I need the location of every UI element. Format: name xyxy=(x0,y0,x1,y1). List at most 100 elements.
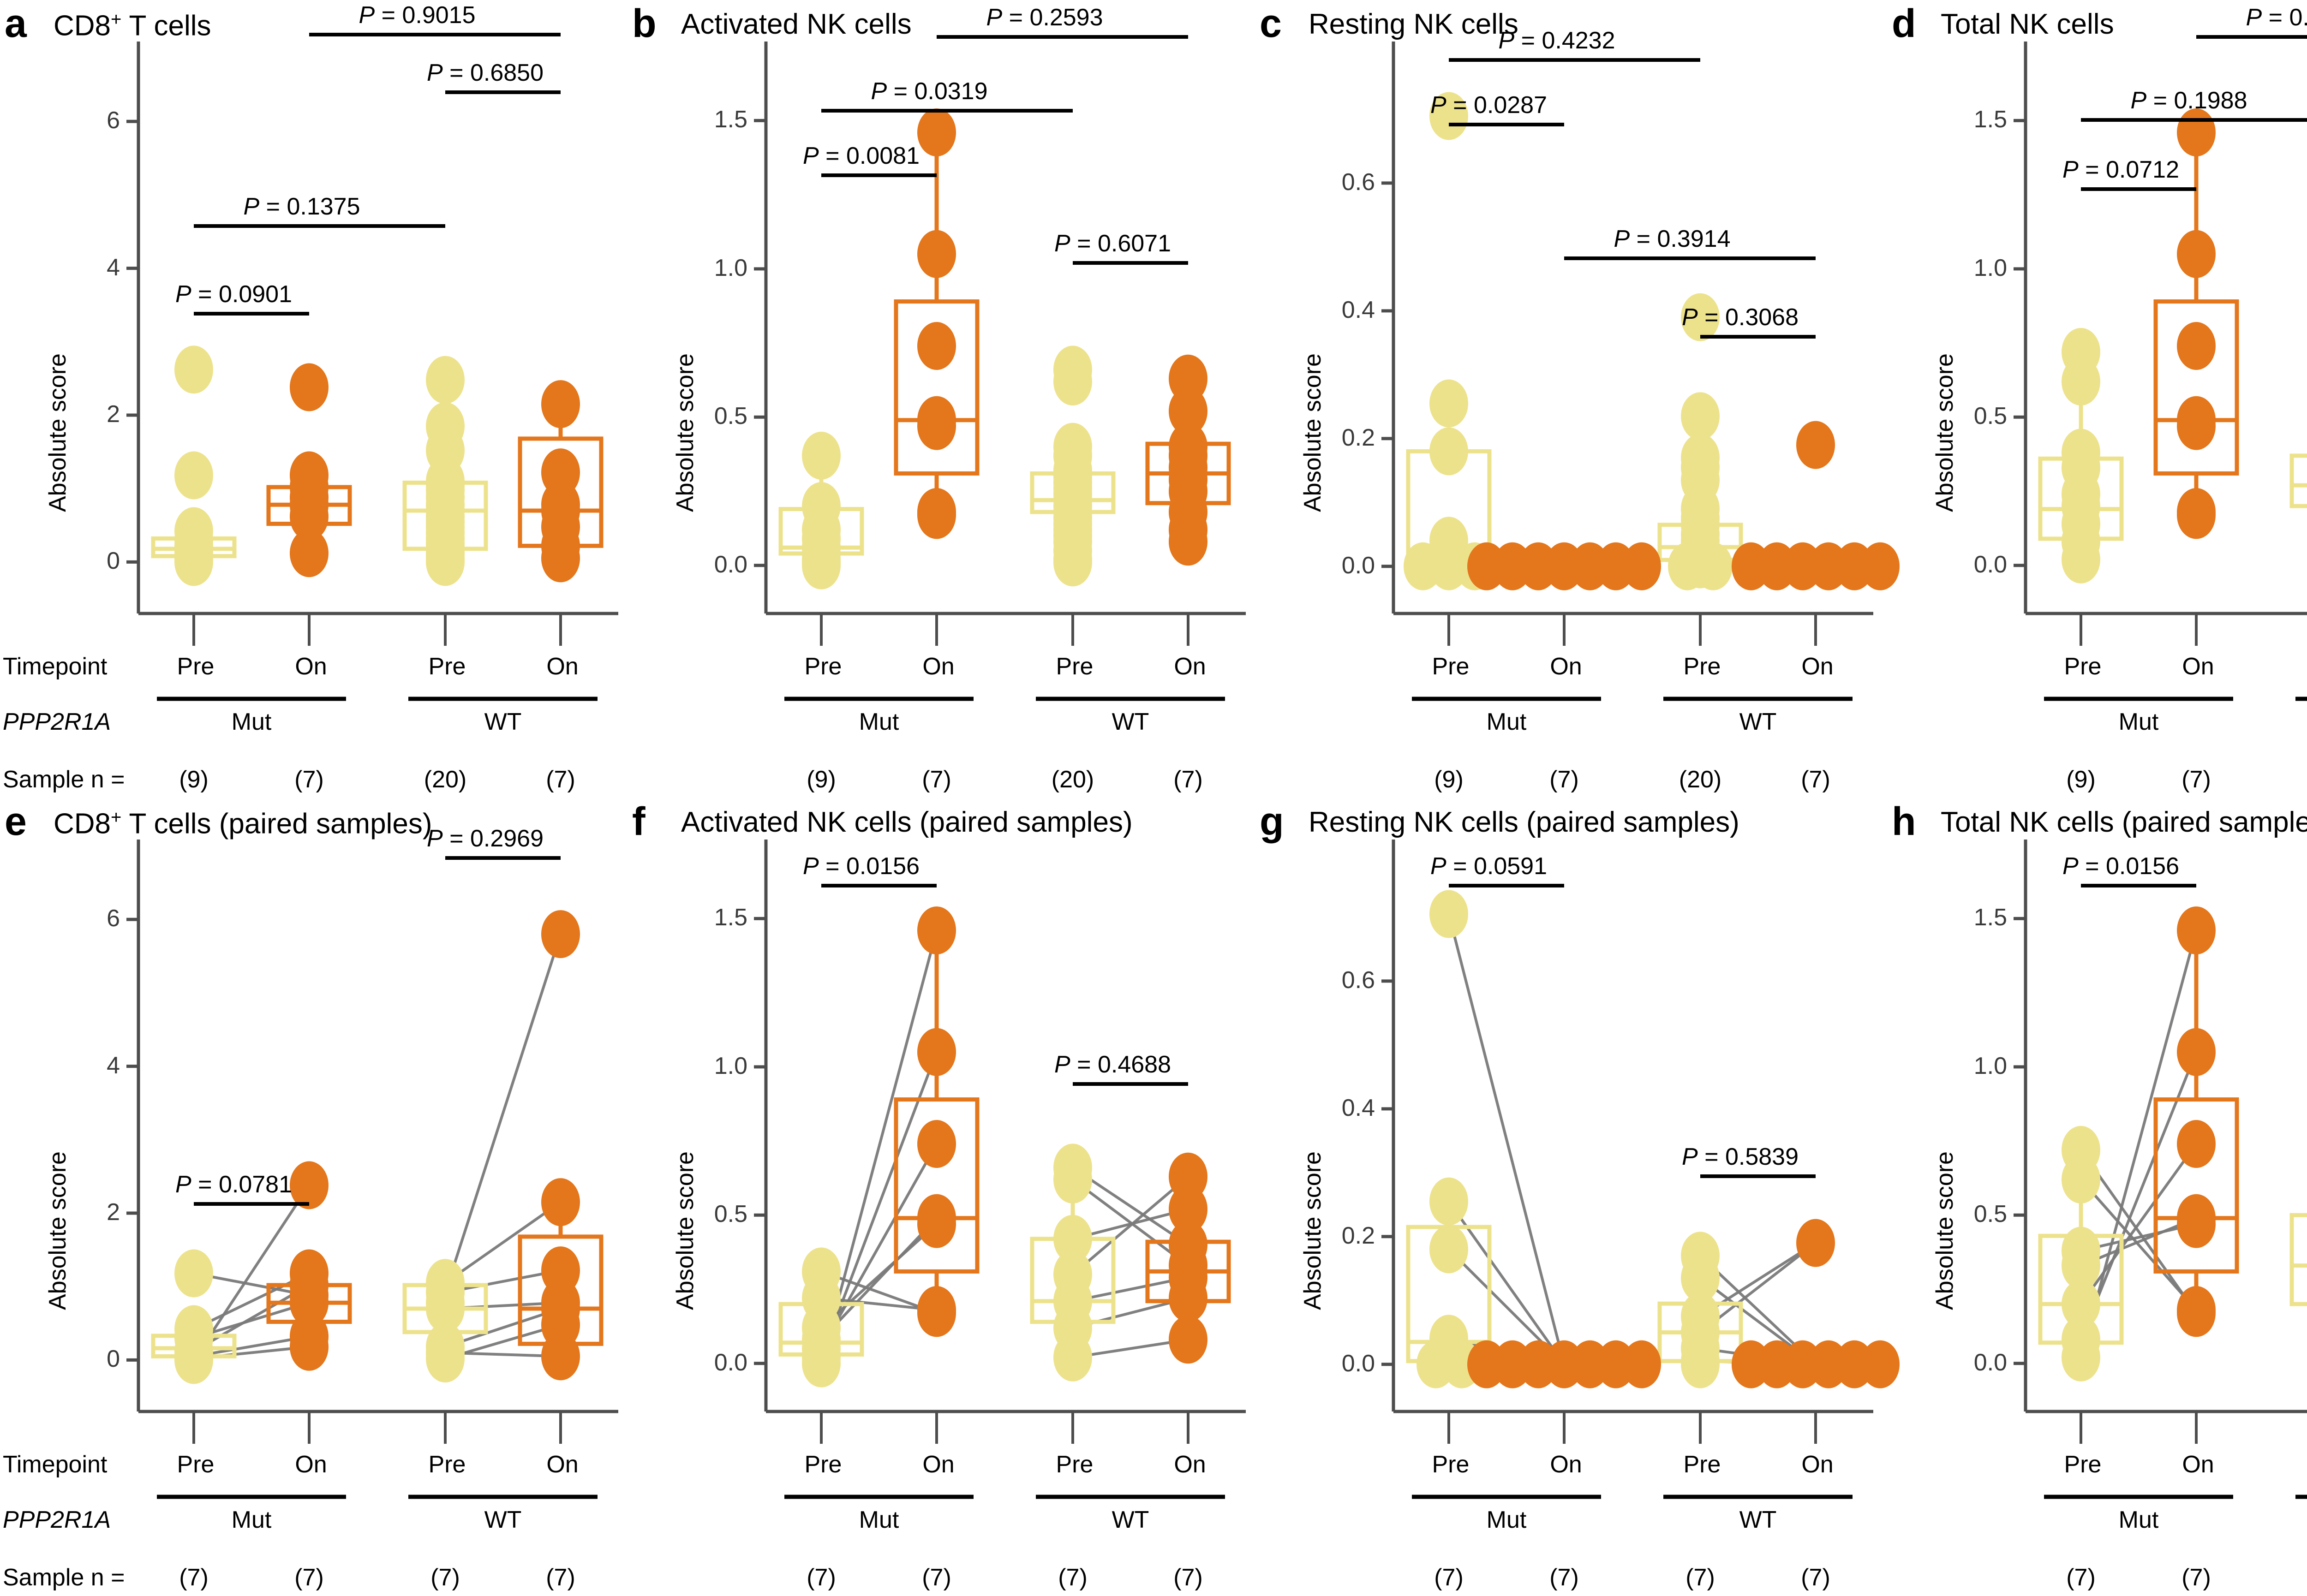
p-value-label: P = 0.3068 xyxy=(1682,304,1799,331)
sample-n-value: (7) xyxy=(268,1564,351,1591)
timepoint-tick-label: On xyxy=(279,653,343,680)
data-point xyxy=(541,534,580,582)
data-point xyxy=(290,1323,329,1371)
timepoint-tick-label: On xyxy=(530,653,595,680)
timepoint-tick-label: Pre xyxy=(163,653,228,680)
data-point xyxy=(2177,402,2216,450)
sample-n-value: (7) xyxy=(1147,766,1230,793)
group-label: WT xyxy=(1712,1506,1804,1534)
data-point xyxy=(426,538,465,586)
y-axis-label: Absolute score xyxy=(671,353,699,512)
sample-n-value: (20) xyxy=(404,766,487,793)
group-label: WT xyxy=(1712,708,1804,736)
data-point xyxy=(917,1028,956,1076)
data-point xyxy=(2062,357,2100,405)
data-point xyxy=(174,345,213,393)
data-point xyxy=(1429,1178,1468,1226)
timepoint-tick-label: Pre xyxy=(415,653,479,680)
data-point xyxy=(2177,230,2216,278)
row-label-gene: PPP2R1A xyxy=(3,1506,111,1534)
data-point xyxy=(426,356,465,404)
data-point xyxy=(1169,1316,1207,1364)
sample-n-value: (9) xyxy=(2039,766,2122,793)
p-value-label: P = 0.4688 xyxy=(1054,1051,1171,1078)
sample-n-value: (7) xyxy=(1523,1564,1606,1591)
data-point xyxy=(917,108,956,156)
p-value-label: P = 0.0901 xyxy=(175,280,292,308)
data-point xyxy=(1429,1225,1468,1273)
y-axis-label: Absolute score xyxy=(1299,1151,1327,1310)
data-point xyxy=(2177,322,2216,370)
group-label: WT xyxy=(457,1506,549,1534)
timepoint-tick-label: Pre xyxy=(2302,1451,2307,1478)
data-point xyxy=(290,529,329,577)
data-point xyxy=(1681,1340,1720,1388)
group-label: Mut xyxy=(2092,1506,2185,1534)
data-point xyxy=(2177,1200,2216,1248)
sample-n-value: (7) xyxy=(152,1564,235,1591)
group-label: Mut xyxy=(2092,708,2185,736)
timepoint-tick-label: On xyxy=(2166,653,2230,680)
data-point xyxy=(2062,1155,2100,1203)
row-label-sample-n: Sample n = xyxy=(3,1564,125,1591)
data-point xyxy=(1429,380,1468,428)
sample-n-value: (7) xyxy=(1147,1564,1230,1591)
sample-n-value: (7) xyxy=(404,1564,487,1591)
data-point xyxy=(917,402,956,450)
y-axis-label: Absolute score xyxy=(1931,1151,1959,1310)
p-value-label: P = 0.2593 xyxy=(986,4,1103,31)
timepoint-tick-label: On xyxy=(1785,1451,1850,1478)
p-value-label: P = 0.1988 xyxy=(2131,87,2247,114)
data-point xyxy=(917,322,956,370)
timepoint-tick-label: Pre xyxy=(1418,653,1483,680)
row-label-timepoint: Timepoint xyxy=(3,653,107,680)
data-point xyxy=(290,1161,329,1209)
sample-n-value: (7) xyxy=(1659,1564,1742,1591)
timepoint-tick-label: On xyxy=(1158,1451,1222,1478)
data-point xyxy=(2177,491,2216,539)
timepoint-tick-label: On xyxy=(279,1451,343,1478)
data-point xyxy=(2177,1028,2216,1076)
sample-n-value: (7) xyxy=(519,1564,602,1591)
y-axis-label: Absolute score xyxy=(1931,353,1959,512)
p-value-label: P = 0.0081 xyxy=(803,142,920,170)
timepoint-tick-label: Pre xyxy=(1670,1451,1734,1478)
data-point xyxy=(917,491,956,539)
data-point xyxy=(174,1250,213,1298)
row-label-gene: PPP2R1A xyxy=(3,708,111,736)
row-label-timepoint: Timepoint xyxy=(3,1451,107,1478)
sample-n-value: (20) xyxy=(1031,766,1114,793)
data-point xyxy=(917,1120,956,1168)
row-label-sample-n: Sample n = xyxy=(3,766,125,793)
sample-n-value: (7) xyxy=(519,766,602,793)
data-point xyxy=(1681,392,1720,440)
sample-n-value: (7) xyxy=(1031,1564,1114,1591)
p-value-label: P = 0.3914 xyxy=(1614,225,1731,253)
sample-n-value: (9) xyxy=(152,766,235,793)
y-axis-label: Absolute score xyxy=(44,353,72,512)
y-axis-label: Absolute score xyxy=(671,1151,699,1310)
group-label: Mut xyxy=(205,708,298,736)
data-point xyxy=(802,542,841,590)
timepoint-tick-label: On xyxy=(530,1451,595,1478)
group-label: WT xyxy=(457,708,549,736)
timepoint-tick-label: Pre xyxy=(2050,653,2115,680)
data-point xyxy=(1053,1155,1092,1203)
sample-n-value: (20) xyxy=(2291,766,2307,793)
timepoint-tick-label: On xyxy=(1534,653,1598,680)
data-point xyxy=(290,363,329,411)
group-label: Mut xyxy=(1460,708,1553,736)
timepoint-tick-label: On xyxy=(906,653,971,680)
data-point xyxy=(1694,542,1733,590)
data-point xyxy=(541,910,580,958)
p-value-label: P = 0.4232 xyxy=(1499,27,1615,54)
data-point xyxy=(1796,421,1835,469)
p-value-label: P = 0.0591 xyxy=(1430,852,1547,880)
p-value-label: P = 0.0287 xyxy=(1430,91,1547,119)
group-label: WT xyxy=(1084,1506,1177,1534)
